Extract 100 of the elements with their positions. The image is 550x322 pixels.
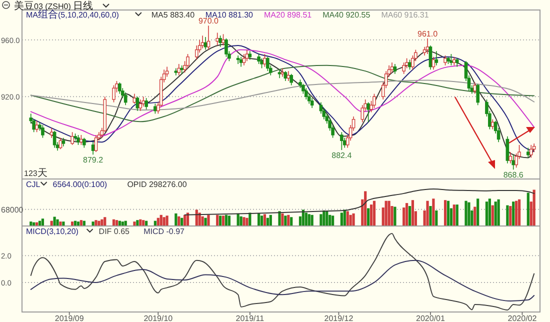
candlestick: [473, 82, 477, 94]
candlestick: [52, 130, 56, 148]
candlestick: [112, 84, 116, 103]
bar: [352, 213, 355, 226]
bar: [408, 206, 412, 226]
bar: [242, 217, 246, 226]
bar: [476, 198, 480, 226]
candlestick: [94, 134, 98, 152]
candlestick: [490, 118, 494, 130]
bar: [178, 216, 180, 226]
bar: [432, 198, 435, 226]
bar: [98, 220, 100, 226]
bar: [56, 219, 59, 226]
x-tick-label: 2019/09: [54, 314, 84, 322]
candlestick: [340, 132, 344, 150]
annotation: 961.0: [418, 29, 438, 38]
bar: [204, 218, 207, 226]
text: MICD -0.97: [144, 227, 186, 236]
bar: [228, 216, 230, 226]
x-tick-label: 2019/12: [324, 314, 354, 322]
x-tick-label: 2019/11: [236, 314, 265, 322]
bar: [349, 214, 352, 226]
candlestick: [310, 98, 314, 108]
bar: [452, 204, 456, 226]
bar: [346, 211, 349, 226]
annotation: 970.0: [198, 16, 220, 26]
candlestick: [142, 96, 146, 107]
bar: [94, 220, 98, 226]
bar: [269, 214, 272, 226]
text: MA40 920.55: [322, 10, 371, 20]
bar: [222, 216, 225, 226]
chart-title: CJL: [26, 180, 41, 189]
bar: [494, 202, 497, 226]
candlestick: [242, 54, 246, 66]
bar: [367, 208, 370, 226]
bar: [444, 200, 447, 226]
candlestick: [450, 54, 453, 66]
candlestick: [206, 25, 210, 50]
bar: [162, 217, 166, 226]
candlestick: [136, 96, 140, 112]
bar: [429, 206, 432, 226]
candlestick: [132, 93, 136, 104]
annotation: 882.4: [332, 151, 352, 160]
candlestick: [263, 54, 266, 68]
candlestick: [154, 103, 157, 114]
bar: [326, 211, 328, 226]
candlestick: [526, 147, 530, 158]
candlestick: [124, 92, 128, 106]
bar: [370, 204, 373, 226]
candlestick: [177, 64, 181, 76]
annotation: 123天: [24, 168, 48, 179]
candlestick: [402, 62, 406, 74]
bar: [411, 200, 414, 226]
bar: [474, 206, 476, 226]
bar: [509, 206, 512, 226]
candlestick: [304, 88, 308, 100]
legend-label: DIF 0.65: [98, 227, 130, 236]
bar: [340, 212, 343, 226]
candlestick: [257, 54, 260, 64]
candlestick: [82, 137, 86, 148]
x-tick-label: 2019/10: [144, 314, 174, 322]
bar: [485, 202, 488, 226]
bar: [278, 211, 281, 226]
line-series: [30, 80, 535, 110]
bar: [240, 216, 242, 226]
bar: [526, 192, 530, 226]
candlestick: [222, 34, 225, 46]
bar: [304, 212, 308, 226]
candlestick: [41, 124, 44, 138]
bar: [174, 213, 178, 226]
bar: [104, 217, 106, 226]
bar: [281, 213, 284, 226]
bar: [219, 216, 222, 226]
bar: [287, 214, 290, 226]
bar: [246, 218, 248, 226]
text: MA60 916.31: [381, 10, 430, 20]
bar: [260, 216, 264, 226]
bar: [166, 216, 168, 226]
candlestick: [512, 154, 516, 170]
candlestick: [76, 134, 80, 146]
candlestick: [50, 127, 54, 138]
candlestick: [186, 54, 190, 69]
bar: [515, 200, 518, 226]
candlestick: [408, 59, 412, 70]
bar: [328, 214, 332, 226]
bar: [512, 202, 515, 226]
bar: [133, 222, 136, 226]
legend-label: MA5 883.40: [151, 10, 196, 20]
bar: [468, 202, 470, 226]
bar: [364, 191, 367, 226]
candlestick: [144, 98, 148, 110]
candlestick: [426, 38, 430, 54]
bar: [497, 199, 500, 226]
candlestick: [260, 58, 264, 69]
line-series: [30, 64, 535, 122]
bar: [456, 204, 458, 226]
bar: [290, 217, 293, 226]
candlestick: [70, 132, 74, 146]
bar: [532, 190, 536, 226]
candlestick: [444, 55, 447, 66]
